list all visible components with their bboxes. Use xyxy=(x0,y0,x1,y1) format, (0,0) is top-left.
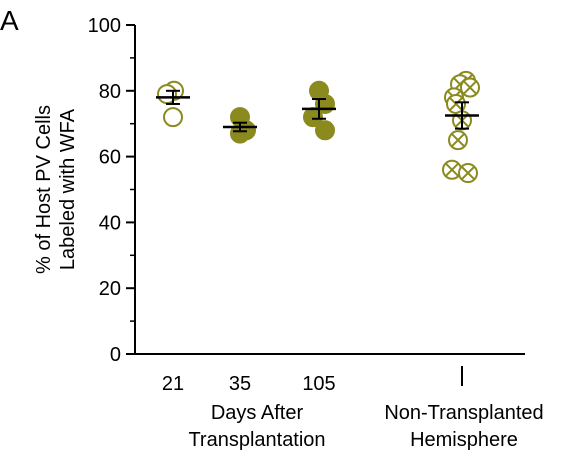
y-axis-title: % of Host PV Cells Labeled with WFA xyxy=(33,105,79,274)
y-tick-label: 20 xyxy=(99,278,121,300)
y-tick-label: 40 xyxy=(99,212,121,234)
y-axis-title-line: Labeled with WFA xyxy=(57,108,79,270)
x-group-label-line: Non-Transplanted xyxy=(384,402,543,424)
data-point-cross xyxy=(444,162,460,177)
data-point xyxy=(315,120,335,141)
y-axis-title-line: % of Host PV Cells xyxy=(33,105,55,274)
x-tick-label: 35 xyxy=(229,373,251,395)
data-point xyxy=(163,107,183,128)
data-point-cross xyxy=(462,80,478,95)
data-points xyxy=(157,70,480,184)
y-axis-label: % of Host PV Cells Labeled with WFA xyxy=(33,105,79,274)
y-tick-label: 0 xyxy=(110,344,121,366)
mean-sem-bars xyxy=(156,89,479,133)
x-group-label-line: Days After xyxy=(211,402,304,424)
data-point-cross xyxy=(460,166,476,181)
y-tick-label: 80 xyxy=(99,81,121,103)
x-group-label-line: Transplantation xyxy=(188,429,325,451)
x-tick-label: 105 xyxy=(302,373,335,395)
y-ticks: 0 20 40 60 80 100 xyxy=(88,15,135,366)
y-tick-label: 100 xyxy=(88,15,121,37)
x-category-labels: 21 35 105 xyxy=(162,366,463,395)
x-tick-label: 21 xyxy=(162,373,184,395)
panel-label: A xyxy=(0,5,19,36)
y-tick-label: 60 xyxy=(99,147,121,169)
x-group-label-line: Hemisphere xyxy=(410,429,518,451)
data-point-cross xyxy=(448,96,464,111)
x-group-labels: Days After Transplantation Non-Transplante… xyxy=(188,402,543,451)
data-point-cross xyxy=(450,133,466,148)
